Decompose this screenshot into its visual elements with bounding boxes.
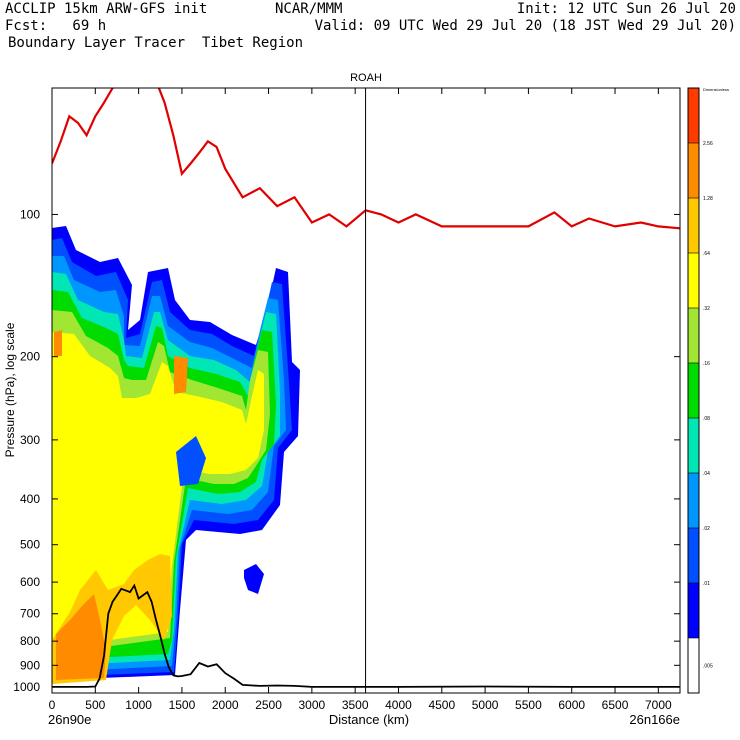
- tropopause-line: [52, 88, 680, 230]
- x-tick-label: 7000: [645, 698, 672, 712]
- y-tick-label: 700: [20, 607, 40, 621]
- colorbar-swatch: [688, 473, 699, 528]
- colorbar-level-label: .02: [703, 526, 710, 532]
- x-left-endpoint-label: 26n90e: [48, 712, 91, 727]
- colorbar: .005 .01 .02 .04 .08 .16 .32 .64 1.28 2.56 Dimensi…: [687, 87, 729, 694]
- header-line1-center: NCAR/MMM: [275, 1, 343, 17]
- tracer-contour-fill: [174, 356, 188, 394]
- colorbar-swatch: [688, 363, 699, 418]
- header-line2-left: Fcst: 69 h: [5, 18, 107, 34]
- colorbar-level-label: .005: [703, 664, 713, 670]
- tick-layer: 0 500 1000 1500 2000 2500 3000 3500 4000 4500 5000…: [13, 88, 680, 712]
- colorbar-swatch: [688, 638, 699, 693]
- y-tick-label: 800: [20, 634, 40, 648]
- colorbar-level-label: 2.56: [703, 141, 713, 147]
- header-line3-left: Boundary Layer Tracer Tibet Region: [8, 35, 304, 51]
- y-tick-label: 300: [20, 433, 40, 447]
- colorbar-frame: [687, 87, 700, 694]
- x-tick-label: 4500: [428, 698, 455, 712]
- x-tick-label: 500: [85, 698, 105, 712]
- tracer-contour-fill: [54, 330, 62, 356]
- colorbar-level-label: 1.28: [703, 196, 713, 202]
- colorbar-level-label: .64: [703, 251, 710, 257]
- header-line1-left: ACCLIP 15km ARW-GFS init: [5, 1, 208, 17]
- colorbar-swatch: [688, 88, 699, 143]
- colorbar-swatch: [688, 583, 699, 638]
- y-tick-label: 1000: [13, 680, 40, 694]
- y-tick-label: 100: [20, 207, 40, 221]
- tracer-contour-fill: [52, 332, 264, 648]
- terrain-line: [52, 583, 680, 688]
- x-tick-label: 5500: [515, 698, 542, 712]
- x-axis-label: Distance (km): [329, 712, 409, 727]
- colorbar-level-label: .04: [703, 471, 710, 477]
- colorbar-level-label: .01: [703, 581, 710, 587]
- chart-title: ROAH: [350, 72, 382, 84]
- colorbar-swatch: [688, 308, 699, 363]
- colorbar-swatch: [688, 253, 699, 308]
- header-line1-right: Init: 12 UTC Sun 26 Jul 20: [516, 1, 736, 17]
- x-tick-label: 1000: [125, 698, 152, 712]
- tracer-contour-fill: [244, 564, 264, 594]
- header-line2-right: Valid: 09 UTC Wed 29 Jul 20 (18 JST Wed …: [314, 18, 736, 34]
- y-axis-label: Pressure (hPa), log scale: [3, 322, 17, 457]
- colorbar-level-label: .32: [703, 306, 710, 312]
- colorbar-swatch: [688, 143, 699, 198]
- line-layer: [52, 88, 680, 693]
- x-right-endpoint-label: 26n166e: [629, 712, 680, 727]
- x-tick-label: 3000: [299, 698, 326, 712]
- x-tick-label: 5000: [472, 698, 499, 712]
- x-tick-label: 2500: [255, 698, 282, 712]
- x-tick-label: 6000: [558, 698, 585, 712]
- colorbar-level-label: .08: [703, 416, 710, 422]
- colorbar-swatch: [688, 198, 699, 253]
- x-tick-label: 0: [49, 698, 56, 712]
- x-tick-label: 1500: [169, 698, 196, 712]
- y-tick-label: 600: [20, 575, 40, 589]
- y-tick-label: 200: [20, 350, 40, 364]
- tracer-contour-fill: [176, 436, 206, 486]
- x-tick-label: 4000: [385, 698, 412, 712]
- y-tick-label: 500: [20, 538, 40, 552]
- y-tick-label: 400: [20, 492, 40, 506]
- y-tick-label: 900: [20, 658, 40, 672]
- colorbar-swatch: [688, 528, 699, 583]
- x-tick-label: 2000: [212, 698, 239, 712]
- tracer-fill: [52, 226, 300, 684]
- colorbar-swatch: [688, 418, 699, 473]
- x-tick-label: 6500: [602, 698, 629, 712]
- plot-frame: [51, 87, 681, 694]
- x-tick-label: 3500: [342, 698, 369, 712]
- tracer-contour-fill: [56, 594, 106, 680]
- colorbar-level-label: .16: [703, 361, 710, 367]
- colorbar-units-label: Dimensionless: [703, 87, 729, 92]
